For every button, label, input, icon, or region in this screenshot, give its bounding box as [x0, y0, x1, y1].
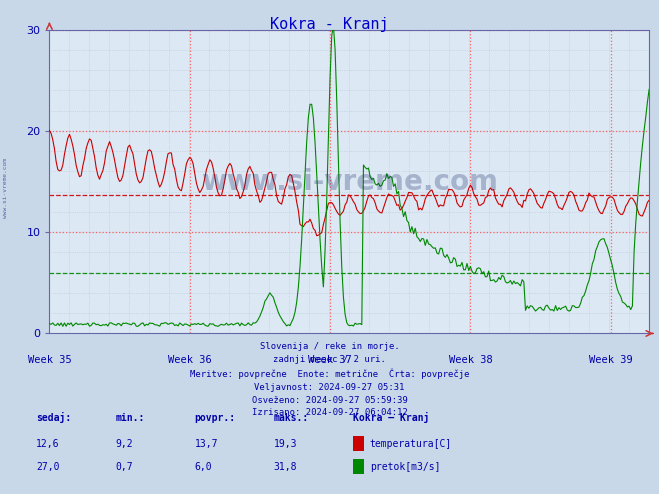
Text: 27,0: 27,0 [36, 462, 60, 472]
Text: Week 38: Week 38 [449, 355, 492, 365]
Text: temperatura[C]: temperatura[C] [370, 439, 452, 449]
Text: www.si-vreme.com: www.si-vreme.com [3, 158, 8, 218]
Text: povpr.:: povpr.: [194, 413, 235, 423]
Text: 6,0: 6,0 [194, 462, 212, 472]
Text: Week 37: Week 37 [308, 355, 352, 365]
Text: www.si-vreme.com: www.si-vreme.com [201, 167, 498, 196]
Text: 0,7: 0,7 [115, 462, 133, 472]
Text: 31,8: 31,8 [273, 462, 297, 472]
Text: Week 36: Week 36 [168, 355, 212, 365]
Text: Week 39: Week 39 [589, 355, 633, 365]
Text: pretok[m3/s]: pretok[m3/s] [370, 462, 440, 472]
Text: maks.:: maks.: [273, 413, 308, 423]
Text: Kokra - Kranj: Kokra - Kranj [270, 17, 389, 32]
Text: min.:: min.: [115, 413, 145, 423]
Text: 9,2: 9,2 [115, 439, 133, 449]
Text: 12,6: 12,6 [36, 439, 60, 449]
Text: Slovenija / reke in morje.
zadnji mesec / 2 uri.
Meritve: povprečne  Enote: metr: Slovenija / reke in morje. zadnji mesec … [190, 342, 469, 417]
Text: 19,3: 19,3 [273, 439, 297, 449]
Text: sedaj:: sedaj: [36, 412, 71, 423]
Text: 13,7: 13,7 [194, 439, 218, 449]
Text: Week 35: Week 35 [28, 355, 71, 365]
Text: Kokra – Kranj: Kokra – Kranj [353, 412, 429, 423]
